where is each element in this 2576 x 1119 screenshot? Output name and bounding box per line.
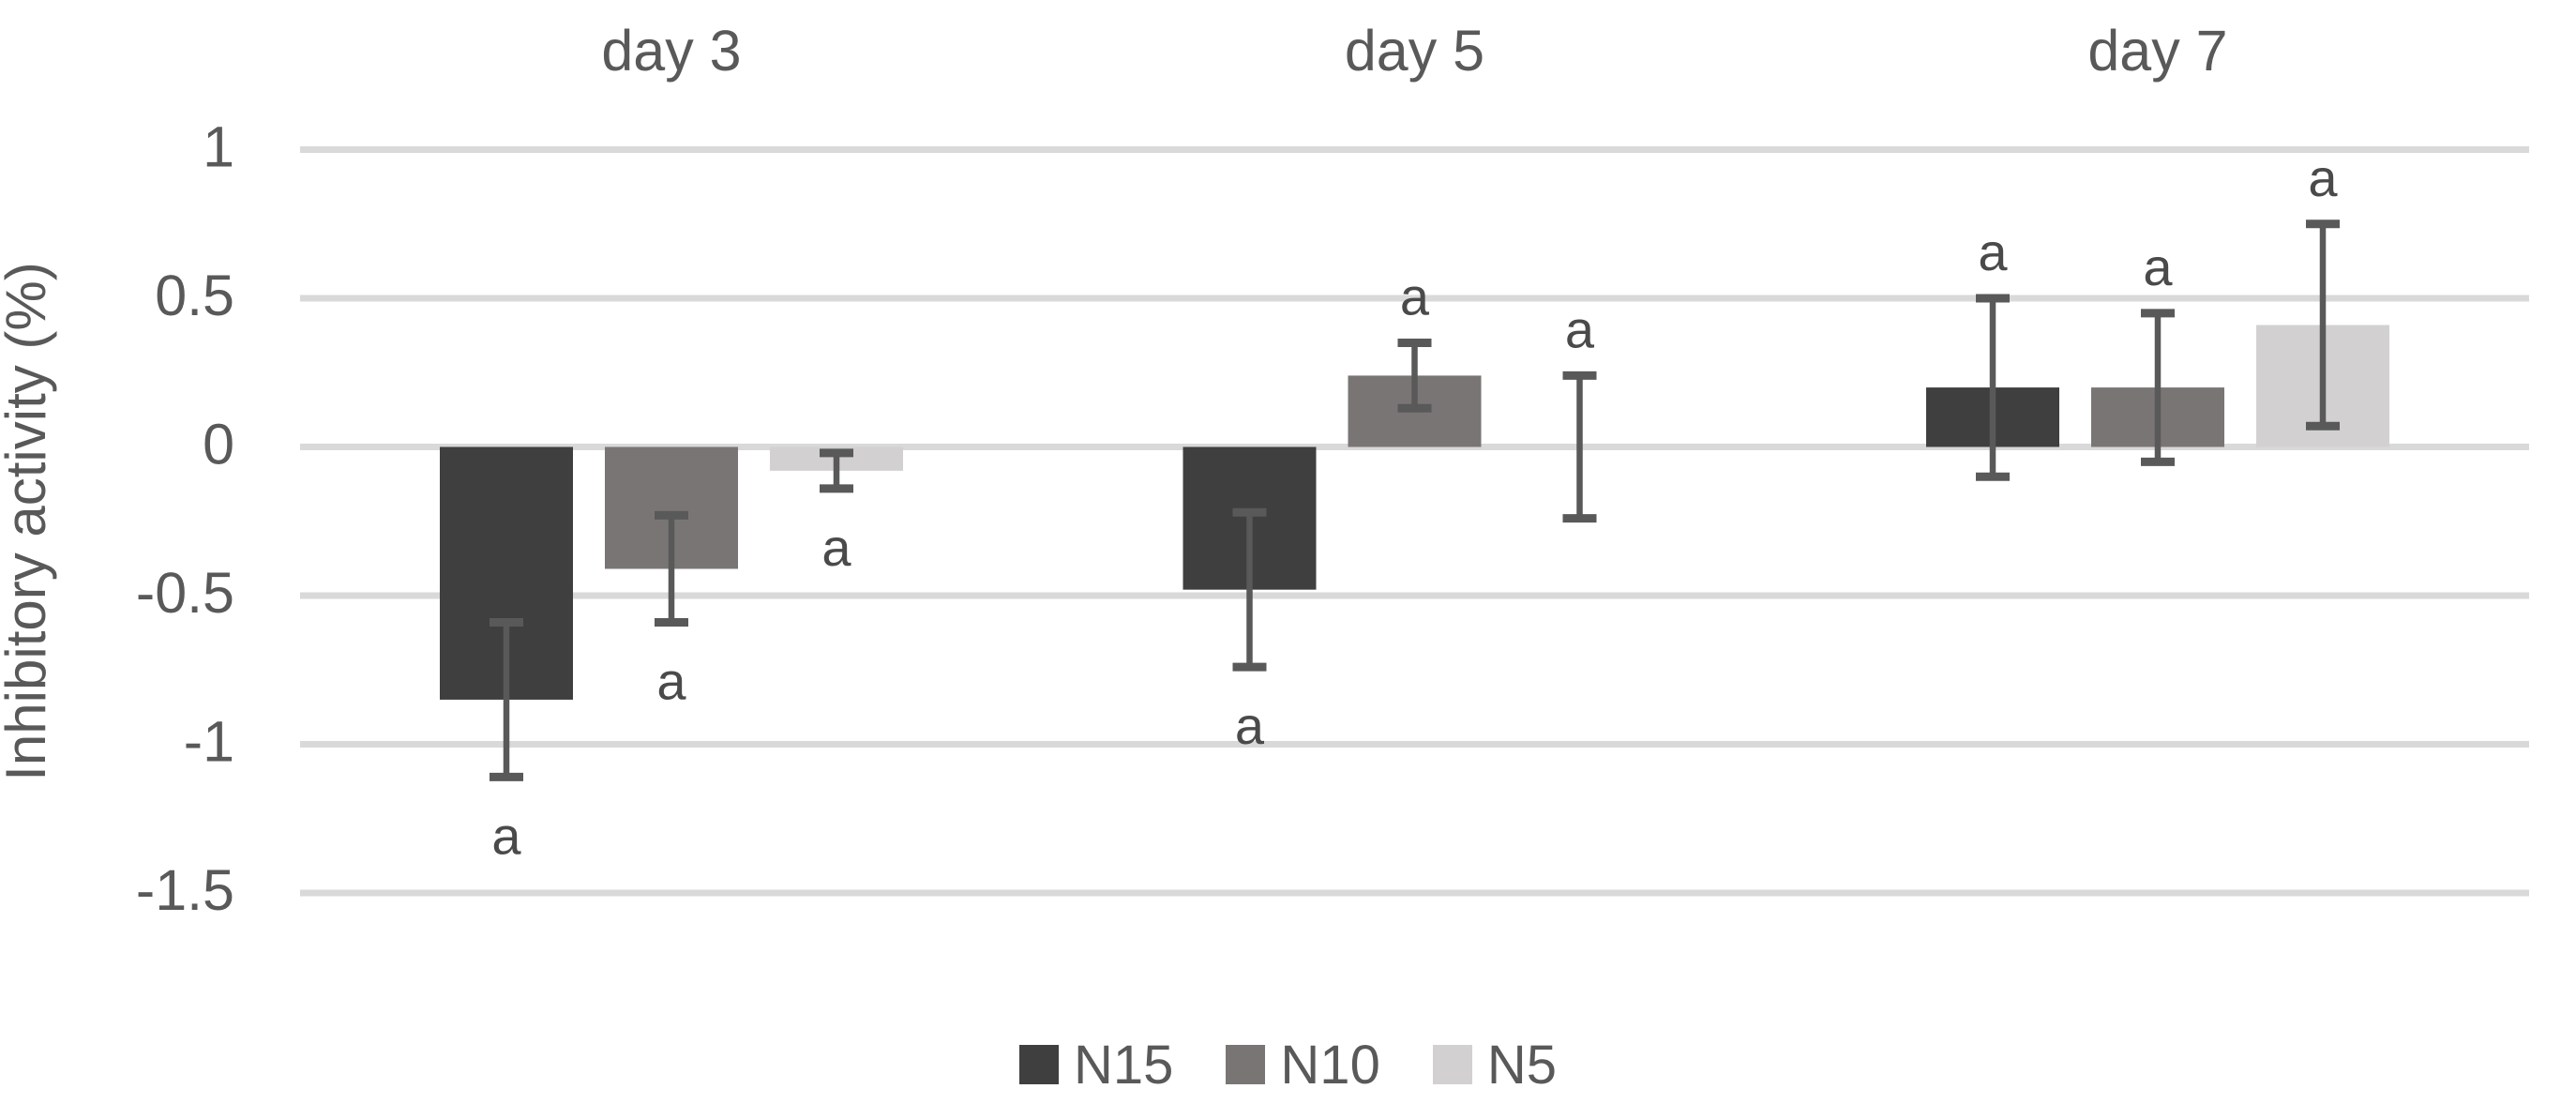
y-tick-labels: 1 0.5 0 -0.5 -1 -1.5 bbox=[136, 115, 234, 923]
legend-label: N5 bbox=[1486, 1034, 1557, 1096]
significance-label: a bbox=[2143, 237, 2173, 296]
legend-label: N10 bbox=[1280, 1034, 1380, 1096]
error-bar-N10-day7 bbox=[2141, 309, 2175, 466]
y-tick-label: -0.5 bbox=[136, 561, 234, 625]
significance-label: a bbox=[1400, 267, 1430, 326]
y-tick-label: 0 bbox=[203, 413, 234, 476]
error-bar-N5-day3 bbox=[820, 448, 853, 493]
error-bar-N15-day5 bbox=[1232, 507, 1267, 672]
legend-item-N5: N5 bbox=[1432, 1034, 1557, 1096]
y-tick-label: -1 bbox=[184, 710, 234, 774]
legend-swatch-N5 bbox=[1432, 1045, 1472, 1084]
y-axis-title: Inhibitory activity (%) bbox=[0, 262, 57, 780]
significance-label: a bbox=[1235, 696, 1265, 755]
error-bar-N15-day3 bbox=[490, 618, 523, 781]
significance-label: a bbox=[491, 806, 521, 865]
error-bars bbox=[490, 219, 2340, 781]
legend: N15 N10 N5 bbox=[0, 1032, 2576, 1097]
category-label: day 3 bbox=[601, 19, 741, 83]
error-bar-N5-day5 bbox=[1562, 370, 1597, 523]
category-label: day 5 bbox=[1345, 19, 1484, 83]
legend-swatch-N10 bbox=[1226, 1045, 1266, 1084]
significance-label: a bbox=[1978, 222, 2008, 281]
legend-label: N15 bbox=[1074, 1034, 1174, 1096]
significance-label: a bbox=[821, 518, 851, 577]
legend-swatch-N15 bbox=[1019, 1045, 1060, 1084]
significance-labels: a a a a a a a a a bbox=[491, 148, 2338, 866]
error-bar-N5-day7 bbox=[2306, 219, 2340, 431]
category-label: day 7 bbox=[2087, 19, 2227, 83]
error-bar-N10-day5 bbox=[1397, 339, 1432, 413]
error-bar-N10-day3 bbox=[655, 510, 688, 628]
category-labels: day 3 day 5 day 7 bbox=[601, 19, 2227, 83]
error-bar-N15-day7 bbox=[1976, 294, 2010, 481]
significance-label: a bbox=[2308, 148, 2338, 207]
y-tick-label: 1 bbox=[203, 115, 234, 179]
significance-label: a bbox=[656, 652, 686, 711]
y-tick-label: -1.5 bbox=[136, 858, 234, 922]
significance-label: a bbox=[1565, 299, 1595, 358]
legend-item-N10: N10 bbox=[1226, 1034, 1380, 1096]
y-tick-label: 0.5 bbox=[155, 264, 234, 327]
legend-item-N15: N15 bbox=[1019, 1034, 1173, 1096]
